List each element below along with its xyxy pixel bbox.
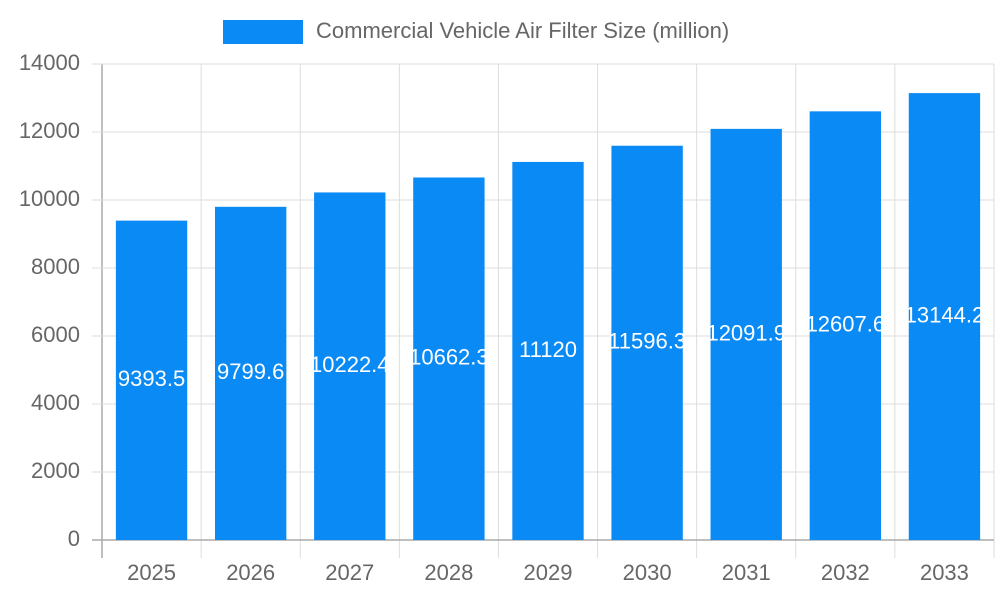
data-label: 13144.2 [905,302,985,327]
x-tick-label: 2030 [623,560,672,585]
x-tick-label: 2033 [920,560,969,585]
data-label: 9799.6 [217,359,284,384]
y-tick-label: 8000 [31,254,80,279]
y-tick-label: 12000 [19,118,80,143]
x-tick-label: 2031 [722,560,771,585]
bar [710,128,782,540]
x-tick-label: 2025 [127,560,176,585]
y-tick-label: 0 [68,526,80,551]
legend-swatch [223,20,303,44]
data-label: 11120 [519,337,577,362]
y-tick-label: 14000 [19,50,80,75]
y-tick-label: 4000 [31,390,80,415]
bar [413,177,485,540]
data-label: 10222.4 [310,352,390,377]
data-label: 9393.5 [118,366,185,391]
data-label: 12607.6 [806,311,886,336]
bar [611,145,683,540]
x-tick-label: 2027 [325,560,374,585]
bar [115,220,188,540]
y-tick-label: 10000 [19,186,80,211]
bar [214,206,287,540]
legend-label: Commercial Vehicle Air Filter Size (mill… [316,18,729,43]
x-tick-label: 2026 [226,560,275,585]
data-label: 11596.3 [608,329,686,354]
bar [908,93,981,540]
y-tick-label: 2000 [31,458,80,483]
data-label: 12091.9 [706,320,786,345]
x-tick-label: 2028 [424,560,473,585]
x-tick-label: 2029 [524,560,573,585]
bar [512,161,584,541]
y-tick-label: 6000 [31,322,80,347]
bar [314,192,386,540]
data-label: 10662.3 [409,345,489,370]
x-tick-label: 2032 [821,560,870,585]
bar [809,111,882,540]
